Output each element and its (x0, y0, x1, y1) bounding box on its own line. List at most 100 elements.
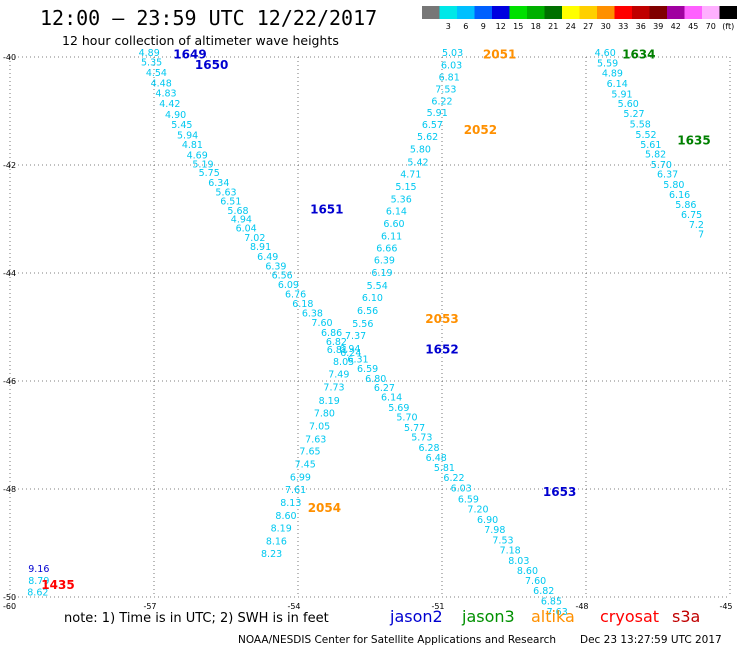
legend-swatch (562, 6, 580, 19)
swh-point: 7.2 (689, 220, 704, 231)
swh-point: 6.16 (669, 190, 690, 201)
swh-point: 7.98 (484, 525, 505, 536)
swh-point: 6.86 (321, 328, 342, 339)
swh-point: 6.22 (443, 473, 464, 484)
swh-point: 4.81 (182, 140, 203, 151)
swh-point: 5.63 (215, 188, 236, 199)
swh-point: 6.14 (607, 79, 628, 90)
swh-point: 6.09 (278, 280, 299, 291)
x-tick-label: -57 (143, 602, 156, 611)
swh-point: 5.81 (434, 463, 455, 474)
swh-point: 6.14 (381, 393, 402, 404)
swh-point: 6.24 (340, 348, 361, 359)
swh-point: 5.70 (651, 160, 672, 171)
swh-point: 6.03 (441, 61, 462, 72)
swh-point: 8.05 (333, 357, 354, 368)
swh-point: 5.82 (645, 150, 666, 161)
grid-lines (9, 56, 731, 598)
swh-point: 6.14 (386, 206, 407, 217)
x-tick-label: -51 (431, 602, 444, 611)
legend-swatch (684, 6, 702, 19)
swh-point: 6.60 (383, 219, 404, 230)
swh-point: 7.60 (311, 318, 332, 329)
swh-point: 6.81 (327, 345, 348, 356)
y-tick-label: -48 (3, 485, 16, 494)
swh-point: 6.99 (290, 473, 311, 484)
legend-swatch (527, 6, 545, 19)
swh-point: 7.37 (345, 331, 366, 342)
swh-point: 6.38 (302, 309, 323, 320)
swh-point: 6.19 (371, 268, 392, 279)
swh-point: 8.62 (27, 588, 48, 599)
pass-label: 1635 (677, 134, 710, 148)
swh-point: 5.68 (227, 206, 248, 217)
swh-point: 6.31 (347, 354, 368, 365)
swh-point: 5.91 (427, 108, 448, 119)
swh-point: 7.49 (328, 370, 349, 381)
swh-point: 6.56 (272, 271, 293, 282)
swh-point: 7.61 (285, 485, 306, 496)
swh-point: 4.83 (155, 89, 176, 100)
legend-label: 30 (601, 22, 611, 31)
swh-point: 6.49 (257, 252, 278, 263)
swh-point: 6.82 (326, 337, 347, 348)
x-tick-label: -54 (287, 602, 300, 611)
legend-label: 24 (566, 22, 576, 31)
swh-point: 8.16 (266, 536, 287, 547)
swh-point: 5.70 (396, 413, 417, 424)
swh-point: 5.60 (618, 99, 639, 110)
swh-point: 6.59 (357, 364, 378, 375)
pass-label: 2054 (308, 501, 341, 515)
pass-label: 2051 (483, 47, 516, 61)
swh-point: 4.89 (139, 48, 160, 59)
swh-point: 6.76 (285, 290, 306, 301)
swh-point: 8.91 (250, 242, 271, 253)
swh-point: 6.39 (265, 262, 286, 273)
swh-point: 8.79 (28, 576, 49, 587)
legend-swatch (457, 6, 475, 19)
swh-point: 6.56 (357, 306, 378, 317)
swh-point: 5.58 (630, 120, 651, 131)
swh-point: 5.56 (352, 319, 373, 330)
legend-swatch (579, 6, 597, 19)
swh-point: 7.45 (295, 460, 316, 471)
swh-point: 4.71 (400, 170, 421, 181)
swh-point: 6.57 (422, 120, 443, 131)
legend-label: 33 (618, 22, 628, 31)
swh-point: 5.91 (611, 89, 632, 100)
swh-point: 5.15 (395, 182, 416, 193)
y-tick-label: -50 (3, 593, 16, 602)
swh-point: 5.36 (391, 195, 412, 206)
swh-point: 5.86 (675, 200, 696, 211)
legend-sat-jason2: jason2 (390, 607, 443, 626)
swh-point: 7.02 (244, 233, 265, 244)
pass-label: 2052 (464, 123, 497, 137)
data-points: 4.895.354.544.484.834.424.905.455.944.81… (27, 48, 704, 618)
swh-point: 6.10 (362, 293, 383, 304)
x-tick-label: -45 (719, 602, 732, 611)
swh-point: 7.18 (500, 546, 521, 557)
swh-point: 8.19 (319, 396, 340, 407)
swh-point: 6.48 (426, 453, 447, 464)
swh-point: 7.20 (467, 505, 488, 516)
legend-swatch (702, 6, 720, 19)
swh-point: 4.54 (146, 68, 167, 79)
legend-sat-altika: altika (531, 607, 575, 626)
swh-point: 5.59 (597, 58, 618, 69)
swh-point: 6.94 (339, 344, 360, 355)
swh-point: 6.34 (208, 178, 229, 189)
swh-point: 8.13 (280, 498, 301, 509)
swh-point: 5.42 (407, 157, 428, 168)
legend-swatch (719, 6, 737, 19)
swh-point: 8.03 (508, 556, 529, 567)
legend-label: 18 (531, 22, 541, 31)
legend-label: (ft) (722, 22, 734, 31)
swh-point: 4.69 (187, 150, 208, 161)
swh-point: 6.39 (374, 256, 395, 267)
legend-label: 39 (653, 22, 663, 31)
legend-swatch (422, 6, 440, 19)
y-tick-label: -40 (3, 53, 16, 62)
swh-point: 4.48 (151, 78, 172, 89)
